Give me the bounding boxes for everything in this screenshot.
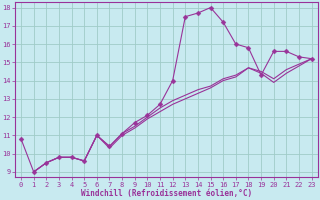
X-axis label: Windchill (Refroidissement éolien,°C): Windchill (Refroidissement éolien,°C) (81, 189, 252, 198)
